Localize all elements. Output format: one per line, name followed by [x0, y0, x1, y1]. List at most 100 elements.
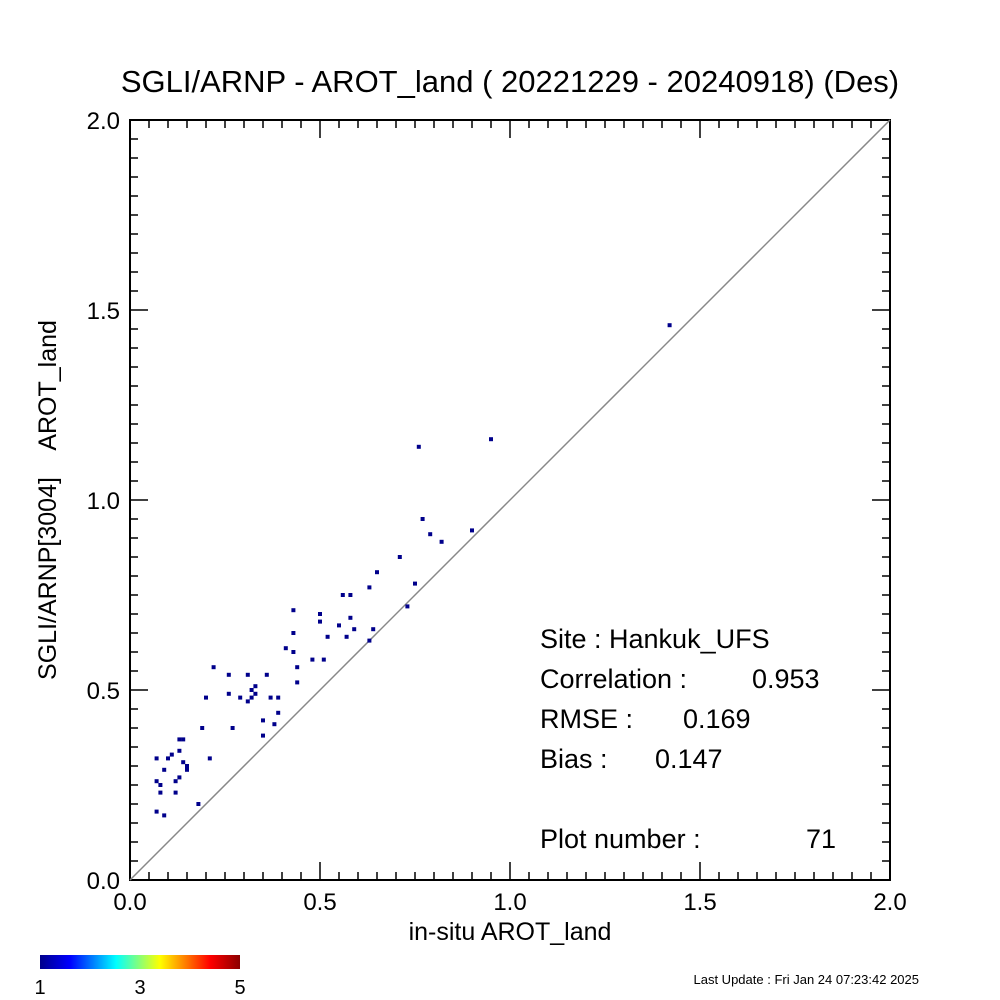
- data-point: [340, 593, 345, 597]
- data-point: [177, 748, 182, 753]
- data-point: [295, 665, 300, 670]
- data-point: [291, 650, 296, 654]
- data-point: [173, 779, 178, 784]
- site-label: Site : Hankuk_UFS: [540, 624, 770, 654]
- data-point: [196, 802, 201, 806]
- data-point: [245, 699, 250, 704]
- data-point: [181, 760, 186, 765]
- data-point: [211, 665, 216, 670]
- y-tick-label: 2.0: [87, 108, 120, 135]
- data-point: [166, 756, 170, 761]
- data-point: [173, 790, 178, 795]
- axis-ticks: [130, 120, 890, 880]
- data-point: [249, 688, 254, 692]
- data-point: [154, 779, 159, 784]
- data-points: [154, 323, 672, 818]
- data-point: [489, 437, 493, 442]
- data-point: [337, 623, 341, 628]
- rmse-value: 0.169: [683, 704, 751, 734]
- data-point: [428, 532, 433, 537]
- x-tick-label: 2.0: [873, 889, 906, 916]
- bias-label: Bias :: [540, 744, 608, 774]
- stats-box: Site : Hankuk_UFS Correlation : 0.953 RM…: [540, 624, 836, 854]
- data-point: [200, 726, 205, 730]
- y-tick-label: 1.0: [87, 488, 120, 515]
- data-point: [344, 634, 349, 639]
- one-to-one-line: [129, 119, 891, 881]
- data-point: [416, 444, 421, 449]
- data-point: [226, 691, 231, 696]
- data-point: [261, 733, 265, 738]
- data-point: [268, 695, 273, 700]
- data-point: [245, 672, 250, 677]
- data-point: [185, 767, 189, 772]
- data-point: [185, 764, 189, 768]
- rmse-label: RMSE :: [540, 704, 633, 734]
- plot-area: 0.0 0.5 1.0 1.5 2.0 0.0 0.5 1.0 1.5 2.0: [87, 108, 907, 916]
- colorbar-max-label: 5: [234, 977, 245, 999]
- data-point: [348, 615, 353, 620]
- data-point: [177, 737, 182, 742]
- data-point: [177, 775, 182, 780]
- data-point: [367, 638, 372, 643]
- x-tick-label: 1.0: [493, 889, 526, 916]
- data-point: [154, 756, 159, 761]
- data-point: [291, 631, 296, 635]
- data-point: [169, 752, 174, 757]
- correlation-value: 0.953: [752, 664, 820, 694]
- data-point: [181, 737, 186, 742]
- plot-number-value: 71: [806, 824, 836, 854]
- colorbar-mid-label: 3: [134, 977, 145, 999]
- x-axis-label: in-situ AROT_land: [409, 918, 612, 946]
- data-point: [371, 627, 376, 632]
- data-point: [253, 684, 258, 689]
- data-point: [325, 634, 330, 639]
- correlation-label: Correlation :: [540, 664, 687, 694]
- y-tick-label: 0.0: [87, 868, 120, 895]
- data-point: [310, 657, 315, 662]
- data-point: [375, 570, 379, 575]
- data-point: [367, 585, 372, 590]
- colorbar-gradient: [40, 955, 240, 969]
- data-point: [207, 756, 212, 761]
- data-point: [283, 646, 288, 651]
- data-point: [348, 593, 353, 597]
- data-point: [295, 680, 300, 685]
- data-point: [470, 528, 474, 533]
- data-point: [249, 695, 254, 700]
- x-tick-label: 0.5: [303, 889, 336, 916]
- data-point: [405, 604, 410, 609]
- x-tick-label: 1.5: [683, 889, 716, 916]
- y-tick-label: 0.5: [87, 678, 120, 705]
- data-point: [230, 726, 235, 730]
- data-point: [238, 695, 243, 700]
- data-point: [397, 555, 402, 559]
- y-tick-labels: 0.0 0.5 1.0 1.5 2.0: [87, 108, 120, 895]
- data-point: [321, 657, 326, 662]
- data-point: [162, 813, 167, 818]
- colorbar: 1 3 5: [34, 955, 246, 999]
- y-axis-label: SGLI/ARNP[3004] AROT_land: [34, 320, 62, 680]
- data-point: [162, 767, 167, 772]
- data-point: [318, 612, 322, 616]
- x-tick-labels: 0.0 0.5 1.0 1.5 2.0: [113, 889, 906, 916]
- data-point: [253, 691, 258, 696]
- data-point: [158, 790, 163, 795]
- chart-title: SGLI/ARNP - AROT_land ( 20221229 - 20240…: [121, 64, 899, 99]
- data-point: [667, 323, 672, 328]
- plot-number-label: Plot number :: [540, 824, 701, 854]
- data-point: [154, 809, 159, 814]
- bias-value: 0.147: [655, 744, 723, 774]
- data-point: [272, 722, 277, 727]
- data-point: [413, 581, 417, 586]
- data-point: [261, 718, 265, 723]
- data-point: [352, 627, 357, 632]
- data-point: [264, 672, 269, 677]
- data-point: [204, 695, 208, 700]
- data-point: [226, 672, 231, 677]
- colorbar-min-label: 1: [34, 977, 45, 999]
- data-point: [420, 517, 425, 521]
- last-update-text: Last Update : Fri Jan 24 07:23:42 2025: [694, 972, 920, 987]
- data-point: [158, 783, 163, 787]
